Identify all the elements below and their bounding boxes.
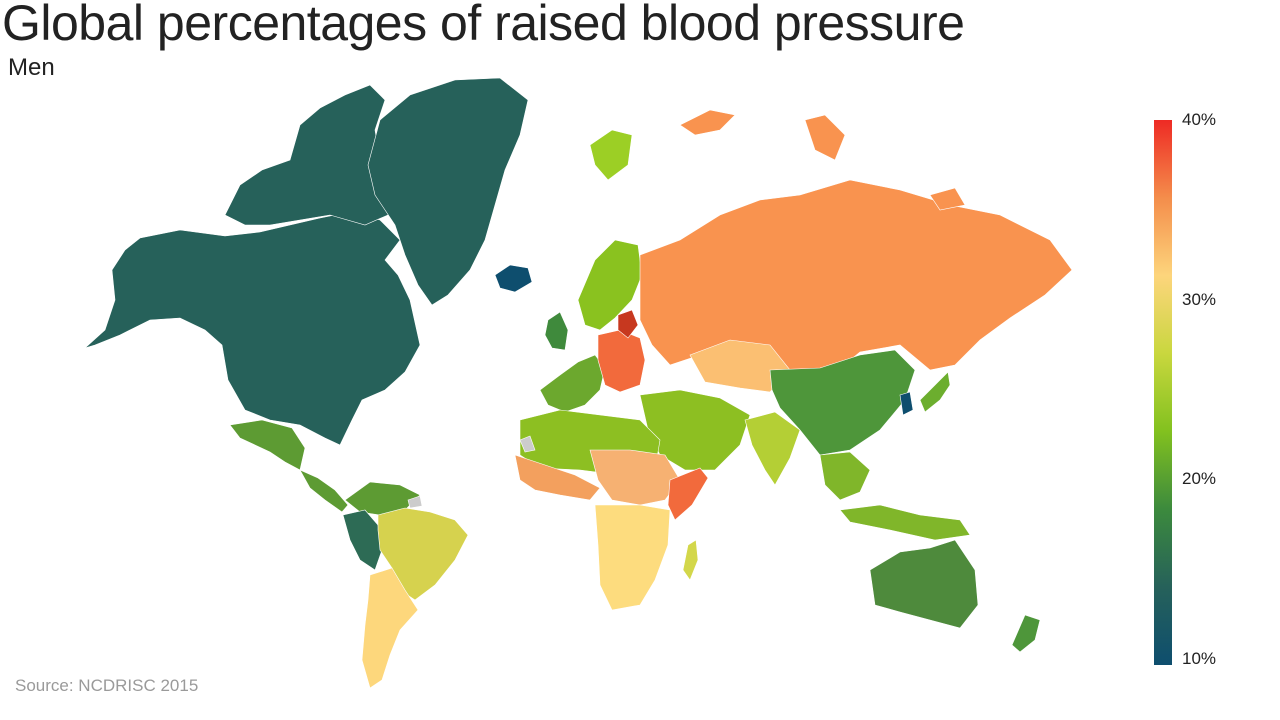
legend-label-10: 10% [1182, 649, 1217, 668]
region-korea [899, 391, 914, 416]
region-peru [342, 509, 383, 571]
region-north-america [84, 211, 421, 446]
region-madagascar [682, 539, 699, 581]
region-southern-africa [594, 504, 671, 611]
legend-gradient-bar [1154, 120, 1172, 665]
region-arctic-islands [224, 84, 393, 226]
region-baltics [617, 309, 639, 339]
legend-label-20: 20% [1182, 469, 1217, 488]
region-russian-arctic-islands [679, 109, 966, 211]
region-japan [919, 371, 951, 413]
legend-label-30: 30% [1182, 290, 1217, 309]
region-china [769, 349, 916, 456]
region-eastern-europe [597, 329, 646, 393]
legend-label-40: 40% [1182, 110, 1217, 129]
map-subtitle: Men [8, 54, 55, 81]
region-scandinavia [577, 239, 643, 331]
region-new-zealand [1011, 614, 1041, 653]
region-australia [869, 539, 979, 629]
map-title: Global percentages of raised blood press… [2, 0, 965, 51]
region-brazil [377, 507, 469, 601]
region-central-africa [589, 449, 681, 506]
region-west-africa [514, 454, 601, 501]
source-note: Source: NCDRISC 2015 [15, 676, 199, 695]
region-greenland [367, 77, 529, 306]
region-southeast-asia [819, 451, 971, 541]
region-somalia [667, 467, 709, 521]
region-svalbard [589, 129, 633, 181]
region-missing-data [407, 435, 536, 509]
region-mexico [229, 419, 306, 471]
region-iceland [494, 264, 533, 293]
region-argentina [361, 567, 419, 689]
legend-color-scale [1154, 120, 1172, 665]
region-india [744, 411, 801, 486]
region-central-america [299, 469, 349, 513]
region-western-europe [539, 354, 606, 413]
region-uk [544, 311, 569, 351]
